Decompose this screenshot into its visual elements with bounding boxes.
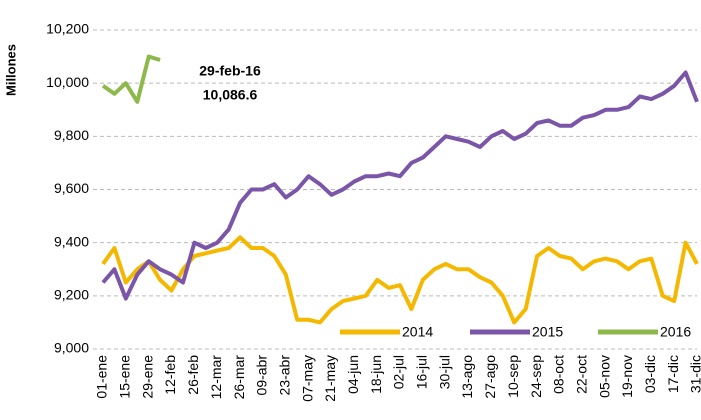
y-tick-label: 10,000 bbox=[46, 74, 89, 90]
x-tick-label: 05-nov bbox=[596, 355, 612, 398]
x-tick-label: 21-may bbox=[322, 355, 338, 402]
y-tick-label: 9,000 bbox=[54, 340, 89, 356]
x-tick-label: 27-ago bbox=[482, 355, 498, 399]
x-tick-label: 02-jul bbox=[391, 355, 407, 389]
series-line bbox=[101, 70, 699, 301]
x-tick-label: 12-mar bbox=[208, 355, 224, 400]
series-line bbox=[101, 54, 161, 104]
y-axis-label: Millones bbox=[3, 44, 18, 96]
x-tick-label: 24-sep bbox=[528, 355, 544, 398]
annotation-value: 10,086.6 bbox=[203, 87, 258, 103]
x-tick-label: 29-ene bbox=[139, 355, 155, 399]
x-tick-label: 08-oct bbox=[551, 355, 567, 394]
y-tick-label: 10,200 bbox=[46, 21, 89, 37]
x-tick-label: 31-dic bbox=[688, 355, 701, 393]
x-tick-label: 23-abr bbox=[276, 355, 292, 396]
x-tick-label: 17-dic bbox=[665, 355, 681, 393]
annotation-date: 29-feb-16 bbox=[199, 63, 261, 79]
x-tick-label: 07-may bbox=[299, 355, 315, 402]
x-tick-label: 18-jun bbox=[368, 355, 384, 394]
x-tick-label: 16-jul bbox=[414, 355, 430, 389]
y-tick-label: 9,800 bbox=[54, 127, 89, 143]
x-tick-label: 04-jun bbox=[345, 355, 361, 394]
legend-label: 2016 bbox=[660, 324, 691, 340]
x-tick-label: 30-jul bbox=[436, 355, 452, 389]
x-tick-label: 19-nov bbox=[619, 355, 635, 398]
x-tick-label: 12-feb bbox=[162, 355, 178, 395]
y-tick-label: 9,400 bbox=[54, 233, 89, 249]
x-tick-label: 09-abr bbox=[254, 355, 270, 396]
legend-label: 2014 bbox=[402, 324, 433, 340]
x-tick-label: 10-sep bbox=[505, 355, 521, 398]
x-tick-label: 15-ene bbox=[117, 355, 133, 399]
x-tick-label: 01-ene bbox=[94, 355, 110, 399]
x-tick-label: 13-ago bbox=[459, 355, 475, 399]
x-tick-label: 22-oct bbox=[573, 355, 589, 394]
y-tick-label: 9,600 bbox=[54, 180, 89, 196]
x-tick-label: 03-dic bbox=[642, 355, 658, 393]
y-tick-label: 9,200 bbox=[54, 287, 89, 303]
legend-label: 2015 bbox=[532, 324, 563, 340]
series-line bbox=[101, 235, 699, 325]
x-tick-label: 26-feb bbox=[185, 355, 201, 395]
x-tick-label: 26-mar bbox=[231, 355, 247, 400]
